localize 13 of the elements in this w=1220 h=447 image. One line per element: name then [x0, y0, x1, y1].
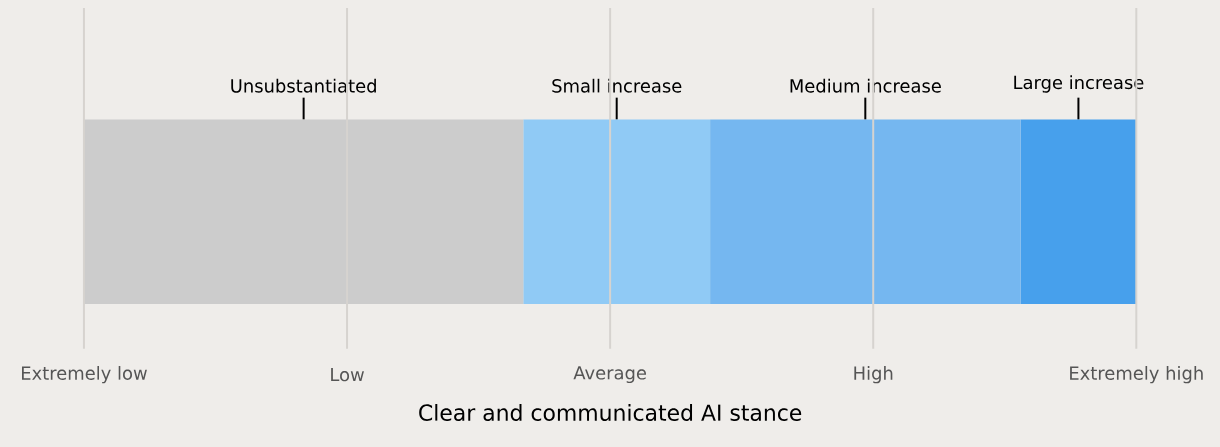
- text: High: [854, 365, 893, 384]
- bar: [1020, 119, 1137, 304]
- text: Extremely low: [22, 365, 147, 384]
- series-label: Small increase: [552, 78, 682, 93]
- series-label: Medium increase: [790, 78, 941, 93]
- text: Low: [331, 367, 364, 382]
- series-label: Unsubstantiated: [231, 78, 376, 93]
- bar: [710, 119, 1021, 304]
- bar: [523, 119, 711, 304]
- x-axis-title: Clear and communicated AI stance: [419, 403, 802, 421]
- text: Average: [573, 366, 647, 383]
- text: Extremely high: [1070, 365, 1203, 384]
- series-label: Large increase: [1014, 75, 1144, 93]
